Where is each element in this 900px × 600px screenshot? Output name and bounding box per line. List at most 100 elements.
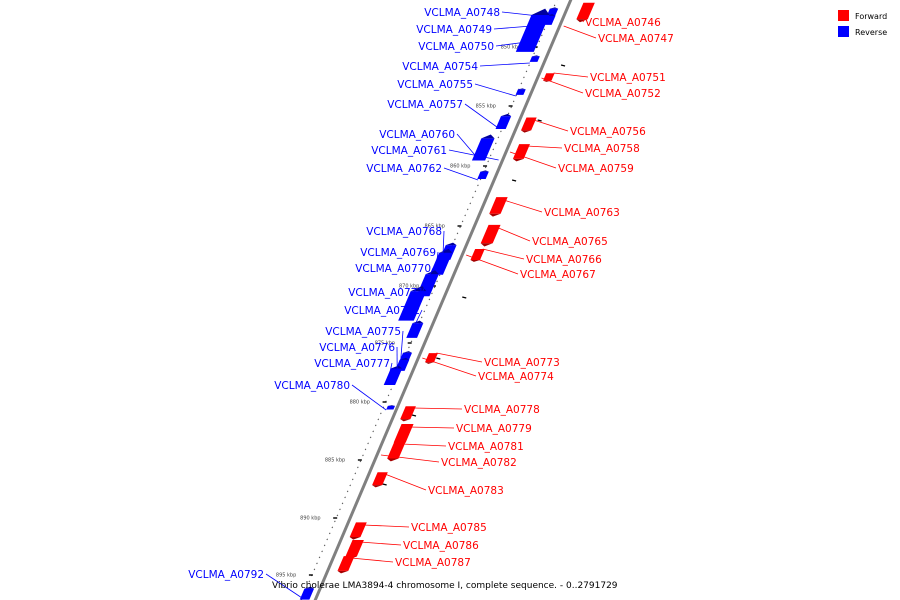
gene-label-vclma-a0778[interactable]: VCLMA_A0778 [464, 404, 540, 416]
gene-label-vclma-a0782[interactable]: VCLMA_A0782 [441, 457, 517, 469]
tick-label: 895 kbp [276, 573, 296, 579]
gene-label-vclma-a0760[interactable]: VCLMA_A0760 [379, 129, 455, 141]
gene-label-vclma-a0773[interactable]: VCLMA_A0773 [484, 357, 560, 369]
gene-arrowhead-vclma-a0757 [501, 113, 512, 117]
gene-label-vclma-a0786[interactable]: VCLMA_A0786 [403, 540, 479, 552]
minor-tick [436, 280, 438, 283]
minor-tick [487, 160, 489, 163]
gene-vclma-a0755[interactable] [515, 89, 526, 95]
gene-vclma-a0792[interactable] [299, 588, 315, 600]
leader-line-vclma-a0749 [493, 24, 545, 30]
minor-tick [339, 508, 341, 511]
gene-vclma-a0758[interactable] [512, 144, 530, 159]
gene-label-vclma-a0770[interactable]: VCLMA_A0770 [355, 263, 431, 275]
gene-label-vclma-a0750[interactable]: VCLMA_A0750 [418, 41, 494, 53]
leader-line-vclma-a0767 [466, 254, 519, 275]
gene-label-vclma-a0787[interactable]: VCLMA_A0787 [395, 557, 471, 569]
gene-arrowhead-vclma-a0778 [400, 419, 411, 422]
gene-arrowhead-vclma-a0750 [531, 8, 550, 16]
gene-label-vclma-a0771[interactable]: VCLMA_A0771 [348, 287, 424, 299]
gene-label-vclma-a0772[interactable]: VCLMA_A0772 [344, 305, 420, 317]
gene-vclma-a0783[interactable] [372, 472, 388, 486]
gene-vclma-a0771[interactable] [398, 291, 427, 321]
gene-vclma-a0763[interactable] [489, 197, 508, 214]
tick-label: 875 kbp [375, 341, 395, 347]
gene-labels: VCLMA_A0746 VCLMA_A0747 VCLMA_A0748 VCLMA_A… [188, 3, 674, 599]
gene-vclma-a0751[interactable] [543, 73, 555, 81]
legend-forward-swatch [838, 10, 849, 21]
gene-label-vclma-a0752[interactable]: VCLMA_A0752 [585, 88, 661, 100]
gene-vclma-a0766[interactable] [470, 248, 485, 260]
gene-vclma-a0778[interactable] [400, 406, 416, 420]
gene-vclma-a0756[interactable] [521, 117, 537, 131]
gene-label-vclma-a0751[interactable]: VCLMA_A0751 [590, 72, 666, 84]
gene-vclma-a0757[interactable] [495, 116, 512, 129]
tick-label: 850 kbp [501, 45, 521, 51]
gene-vclma-a0785[interactable] [349, 522, 367, 538]
gene-label-vclma-a0783[interactable]: VCLMA_A0783 [428, 485, 504, 497]
gene-label-vclma-a0775[interactable]: VCLMA_A0775 [325, 326, 401, 338]
gene-label-vclma-a0776[interactable]: VCLMA_A0776 [319, 342, 395, 354]
gene-label-vclma-a0756[interactable]: VCLMA_A0756 [570, 126, 646, 138]
gene-arrowhead-vclma-a0773 [425, 362, 435, 364]
gene-vclma-a0762[interactable] [477, 171, 489, 179]
gene-label-vclma-a0757[interactable]: VCLMA_A0757 [387, 99, 463, 111]
gene-label-vclma-a0758[interactable]: VCLMA_A0758 [564, 143, 640, 155]
leader-line-vclma-a0752 [541, 77, 584, 94]
minor-tick [380, 412, 382, 415]
gene-label-vclma-a0755[interactable]: VCLMA_A0755 [397, 79, 473, 91]
gene-label-vclma-a0792[interactable]: VCLMA_A0792 [188, 569, 264, 581]
leader-line-vclma-a0768 [442, 230, 445, 259]
gene-label-vclma-a0781[interactable]: VCLMA_A0781 [448, 441, 524, 453]
gene-label-vclma-a0779[interactable]: VCLMA_A0779 [456, 423, 532, 435]
gene-label-vclma-a0759[interactable]: VCLMA_A0759 [558, 163, 634, 175]
gene-vclma-a0769[interactable] [429, 252, 453, 275]
gene-label-vclma-a0762[interactable]: VCLMA_A0762 [366, 163, 442, 175]
minor-tick [344, 496, 346, 499]
gene-label-vclma-a0774[interactable]: VCLMA_A0774 [478, 371, 554, 383]
minor-tick [390, 388, 392, 391]
leader-line-vclma-a0774 [422, 357, 477, 377]
gene-vclma-a0748[interactable] [546, 8, 559, 16]
minor-tick [525, 70, 528, 73]
gene-label-vclma-a0766[interactable]: VCLMA_A0766 [526, 254, 602, 266]
minor-tick [464, 214, 466, 217]
gene-vclma-a0779[interactable] [393, 424, 414, 443]
minor-tick [543, 28, 546, 31]
gene-label-vclma-a0748[interactable]: VCLMA_A0748 [424, 7, 500, 19]
leader-line-vclma-a0782 [380, 454, 440, 463]
minor-tick [438, 274, 441, 277]
gene-label-vclma-a0769[interactable]: VCLMA_A0769 [360, 247, 436, 259]
gene-vclma-a0787[interactable] [337, 556, 355, 571]
gene-label-vclma-a0780[interactable]: VCLMA_A0780 [274, 380, 350, 392]
gene-vclma-a0750[interactable] [515, 15, 550, 52]
tick-label: 860 kbp [450, 164, 470, 170]
gene-vclma-a0746[interactable] [576, 2, 595, 20]
gene-label-vclma-a0754[interactable]: VCLMA_A0754 [402, 61, 478, 73]
leader-line-vclma-a0777 [387, 362, 393, 384]
gene-label-vclma-a0777[interactable]: VCLMA_A0777 [314, 358, 390, 370]
minor-tick [387, 394, 390, 397]
gene-vclma-a0780[interactable] [386, 405, 396, 410]
gene-label-vclma-a0767[interactable]: VCLMA_A0767 [520, 269, 596, 281]
gene-vclma-a0777[interactable] [383, 368, 403, 386]
gene-label-vclma-a0785[interactable]: VCLMA_A0785 [411, 522, 487, 534]
gene-label-vclma-a0761[interactable]: VCLMA_A0761 [371, 145, 447, 157]
gene-label-vclma-a0768[interactable]: VCLMA_A0768 [366, 226, 442, 238]
gene-vclma-a0781[interactable] [387, 441, 406, 459]
gene-vclma-a0786[interactable] [345, 539, 364, 557]
gene-label-vclma-a0747[interactable]: VCLMA_A0747 [598, 33, 674, 45]
gene-vclma-a0754[interactable] [529, 56, 540, 62]
gene-label-vclma-a0763[interactable]: VCLMA_A0763 [544, 207, 620, 219]
gene-vclma-a0765[interactable] [480, 224, 501, 244]
tick-label: 885 kbp [325, 458, 345, 464]
gene-label-vclma-a0765[interactable]: VCLMA_A0765 [532, 236, 608, 248]
gene-label-vclma-a0746[interactable]: VCLMA_A0746 [585, 17, 661, 29]
gene-vclma-a0760[interactable] [471, 138, 495, 161]
leader-line-vclma-a0763 [503, 199, 543, 213]
gene-label-vclma-a0749[interactable]: VCLMA_A0749 [416, 24, 492, 36]
leader-line-vclma-a0766 [482, 248, 525, 260]
leader-line-vclma-a0772 [409, 309, 423, 337]
leader-line-vclma-a0779 [408, 426, 455, 429]
leader-line-vclma-a0746 [582, 3, 592, 23]
